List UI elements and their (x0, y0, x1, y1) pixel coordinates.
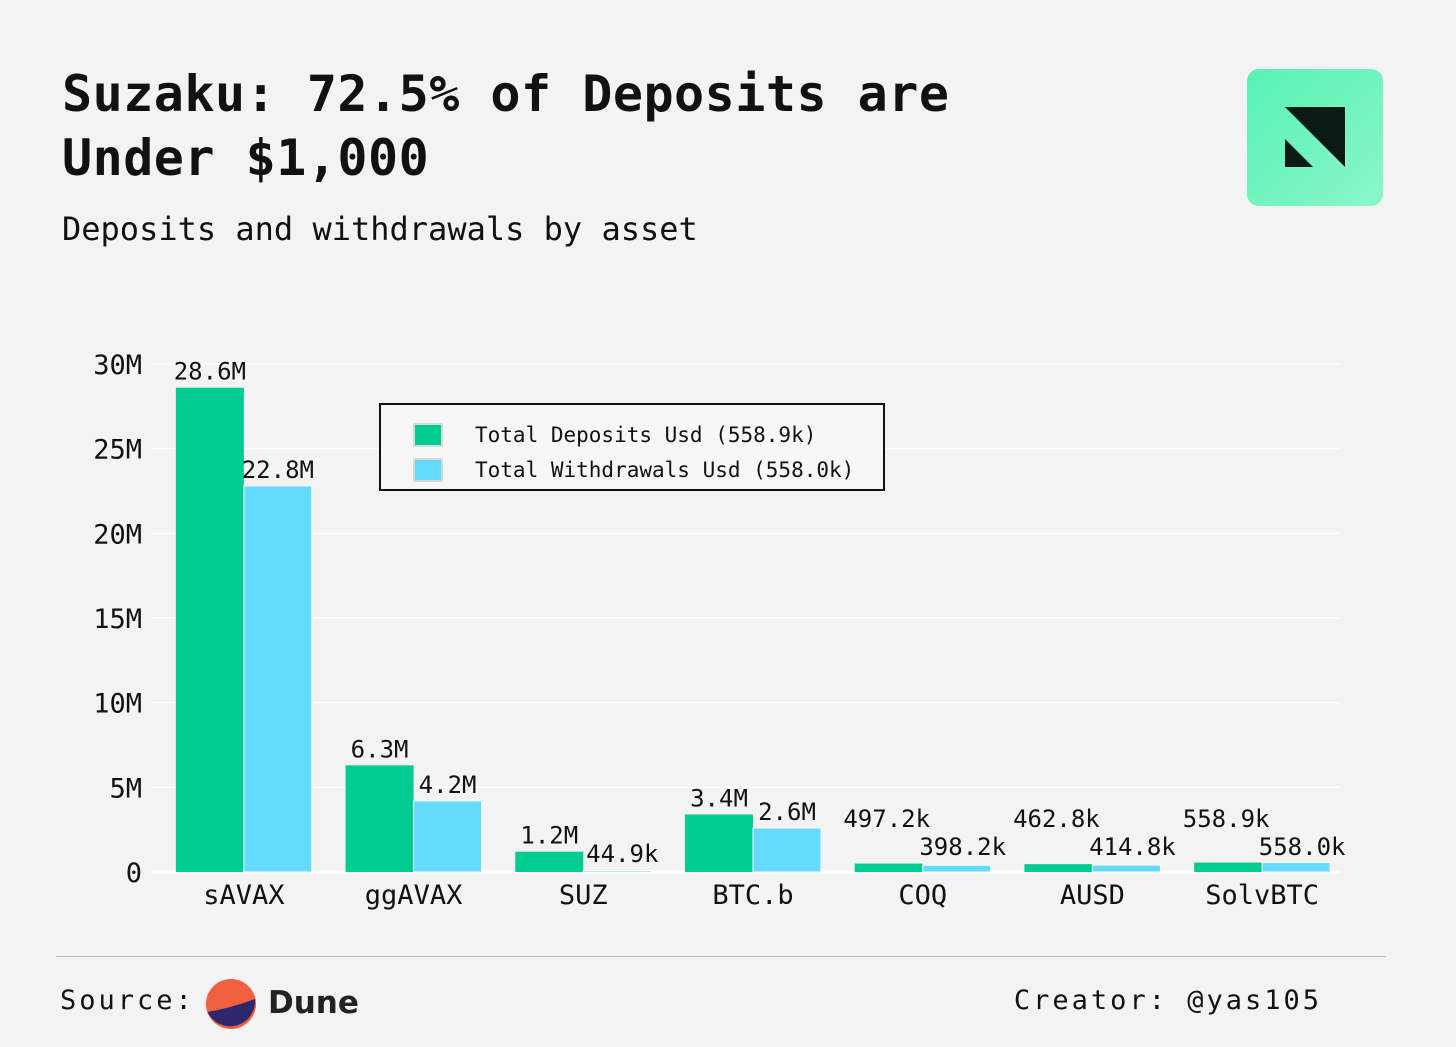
data-label: 558.0k (1259, 833, 1346, 861)
y-tick-label: 20M (93, 519, 142, 550)
data-label: 28.6M (174, 358, 246, 386)
y-axis-ticks: 0 5M 10M 15M 20M 25M 30M (93, 350, 142, 889)
source-label: Source: (60, 985, 195, 1016)
bar-deposits-solvbtc (1194, 862, 1263, 872)
bar-withdrawals-ausd (1091, 864, 1161, 873)
y-tick-label: 5M (109, 773, 142, 804)
x-tick-label: COQ (898, 880, 947, 911)
bar-deposits-ggavax (345, 765, 414, 872)
chart-title: Suzaku: 72.5% of Deposits are Under $1,0… (62, 65, 950, 187)
bar-withdrawals-suz (582, 870, 652, 873)
y-tick-label: 25M (93, 435, 142, 466)
dune-logo-icon (206, 979, 256, 1029)
bar-deposits-btcb (685, 814, 753, 872)
data-label: 22.8M (242, 456, 314, 484)
y-tick-label: 10M (93, 689, 142, 720)
x-tick-label: sAVAX (203, 880, 284, 911)
source-name: Dune (268, 985, 359, 1021)
x-axis-ticks: sAVAX ggAVAX SUZ BTC.b COQ AUSD SolvBTC (203, 880, 1319, 911)
data-labels: 28.6M 22.8M 6.3M 4.2M 1.2M 44.9k 3.4M 2.6M 497.2… (174, 358, 1346, 868)
x-tick-label: SUZ (559, 880, 608, 911)
bar-chart: 0 5M 10M 15M 20M 25M 30M 28.6M 22.8M 6.3M 4.2M 1.2… (93, 350, 1346, 911)
legend-swatch-withdrawals (415, 460, 441, 480)
data-label: 398.2k (919, 833, 1006, 861)
bar-deposits-suz (515, 851, 584, 872)
legend-item-deposits: Total Deposits Usd (558.9k) (381, 421, 883, 451)
y-tick-label: 15M (93, 604, 142, 635)
bar-deposits-coq (854, 863, 923, 872)
data-label: 558.9k (1183, 805, 1270, 833)
bar-withdrawals-coq (922, 864, 992, 873)
data-label: 497.2k (843, 805, 930, 833)
footer-divider (56, 956, 1386, 957)
bar-withdrawals-savax (243, 485, 313, 873)
data-label: 4.2M (419, 771, 477, 799)
data-label: 3.4M (690, 784, 748, 812)
chart-subtitle: Deposits and withdrawals by asset (62, 210, 698, 248)
bar-withdrawals-btcb (752, 827, 822, 873)
chart-legend: Total Deposits Usd (558.9k) Total Withdr… (379, 403, 885, 491)
data-label: 462.8k (1013, 805, 1100, 833)
bar-deposits-savax (175, 387, 244, 872)
x-tick-label: SolvBTC (1205, 880, 1319, 911)
bar-deposits-ausd (1024, 864, 1093, 872)
x-tick-label: BTC.b (712, 880, 793, 911)
x-tick-label: ggAVAX (365, 880, 463, 911)
data-label: 6.3M (351, 735, 409, 763)
legend-swatch-deposits (415, 425, 441, 445)
legend-item-withdrawals: Total Withdrawals Usd (558.0k) (381, 456, 883, 486)
bar-withdrawals-ggavax (413, 800, 483, 873)
data-label: 44.9k (586, 840, 659, 868)
data-label: 414.8k (1089, 833, 1176, 861)
bar-withdrawals-solvbtc (1261, 862, 1331, 873)
legend-label-deposits: Total Deposits Usd (558.9k) (475, 423, 817, 447)
data-label: 1.2M (520, 822, 578, 850)
data-label: 2.6M (758, 798, 816, 826)
legend-label-withdrawals: Total Withdrawals Usd (558.0k) (475, 458, 855, 482)
suzaku-logo-icon (1247, 69, 1383, 206)
bars (175, 387, 1331, 873)
y-tick-label: 30M (93, 350, 142, 381)
creator-credit: Creator: @yas105 (1013, 985, 1322, 1016)
x-tick-label: AUSD (1060, 880, 1125, 911)
y-tick-label: 0 (126, 858, 142, 889)
